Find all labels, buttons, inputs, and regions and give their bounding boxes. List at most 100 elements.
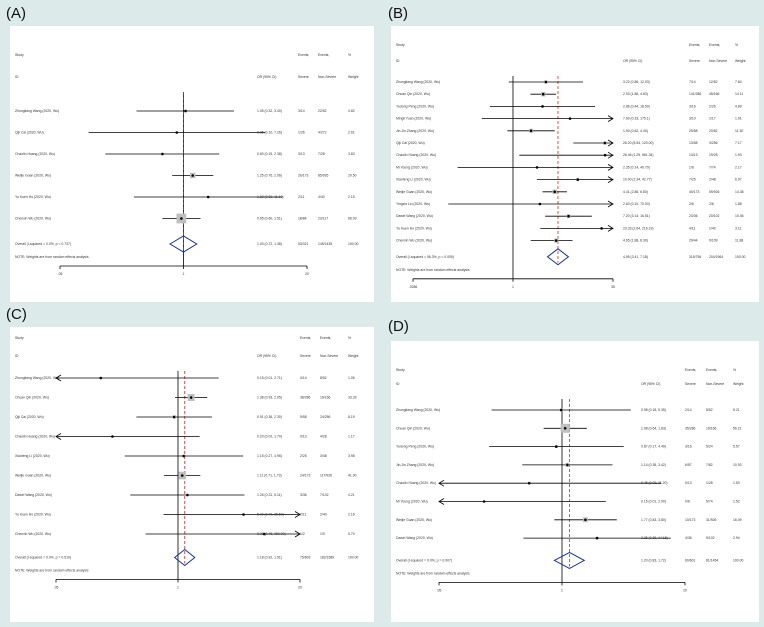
study-name: Xiaofeng Li (2020, Wu) [396, 178, 431, 182]
study-weight: 1.53 [733, 481, 740, 485]
study-name: Weijie Guan (2020, Wu) [396, 518, 432, 522]
point-estimate [482, 500, 486, 503]
study-events-nonsevere: 16/166 [320, 396, 330, 400]
study-weight: 4.82 [348, 109, 355, 113]
study-weight: 1.52 [733, 500, 740, 504]
forest-plot-panel-d: Study ID OR (95% CI) Events, Severe Events, No… [391, 341, 759, 622]
header-events-nonsevere: Events, [318, 53, 329, 57]
x-tick-label: 20 [305, 272, 309, 276]
study-name: Yu Kuen Ho (2020, Wu) [396, 226, 432, 230]
point-estimate [535, 166, 539, 169]
study-events-severe: 3/10 [689, 117, 696, 121]
study-events-nonsevere: 4/272 [318, 131, 327, 135]
point-estimate [563, 427, 567, 430]
study-events-severe: 141/286 [689, 92, 701, 96]
header-ci: OR (95% CI) [257, 354, 276, 358]
header-events-severe: Events, [689, 43, 700, 47]
study-events-severe: 29/58 [689, 129, 698, 133]
study-events-nonsevere: 24/256 [320, 415, 330, 419]
x-tick-label: 1 [512, 285, 514, 289]
header-nonsevere: Non-Severe [709, 59, 727, 63]
study-name: Weijie Guan (2020, Wu) [15, 174, 51, 178]
ci-arrow-right [607, 200, 614, 208]
header-id: ID [396, 382, 400, 386]
study-ci: 1.15 (0.27, 4.96) [257, 454, 282, 458]
header-study: Study [396, 43, 405, 47]
study-events-nonsevere: 9/109 [709, 239, 718, 243]
point-estimate [541, 105, 544, 108]
study-name: Yudong Peng (2020, Wu) [396, 445, 434, 449]
header-percent: % [735, 43, 738, 47]
study-ci: 7.60 (0.33, 175.1) [623, 117, 650, 121]
study-name: Chuan Qin (2020, Wu) [15, 396, 49, 400]
study-weight: 16.09 [733, 518, 742, 522]
study-events-nonsevere: 5/102 [706, 536, 715, 540]
panel-label-b: (B) [388, 5, 408, 22]
study-events-severe: 6/57 [685, 463, 692, 467]
point-estimate [182, 454, 185, 458]
study-weight: 4.89 [735, 104, 742, 108]
study-events-severe: 2/11 [300, 513, 306, 517]
study-ci: 1.26 (0.31, 5.11) [257, 493, 282, 497]
study-events-nonsevere: 7/74 [709, 165, 716, 169]
study-name: Mingli Yuan (2020, Wu) [396, 117, 431, 121]
overall-ci: 4.95 (3.41, 7.18) [623, 255, 648, 259]
header-percent: % [733, 368, 736, 372]
study-ci: 0.95 (0.60, 1.51) [257, 217, 282, 221]
study-name: Yu Kuen Ho (2020, Wu) [15, 513, 51, 517]
point-estimate [566, 463, 569, 467]
ci-arrow-right [607, 164, 614, 171]
study-events-nonsevere: 2/40 [320, 513, 327, 517]
study-weight: 3.83 [348, 152, 355, 156]
study-events-nonsevere: 22/52 [318, 109, 327, 113]
study-weight: 7.17 [735, 141, 742, 145]
study-weight: 33.33 [348, 396, 357, 400]
study-weight: 5.21 [733, 408, 740, 412]
study-weight: 14.11 [735, 92, 743, 96]
study-name: Dawei Wang (2020, Wu) [396, 214, 433, 218]
study-ci: 4.41 (2.86, 6.80) [623, 190, 648, 194]
study-weight: 7.84 [735, 80, 742, 84]
point-estimate [111, 435, 114, 438]
study-events-severe: 29/44 [689, 239, 698, 243]
study-ci: 2.35 (0.14, 40.70) [623, 165, 650, 169]
study-name: Dawei Wang (2020, Wu) [396, 536, 433, 540]
ci-arrow-left [438, 479, 445, 487]
study-name: Qiji Cai (2020, Wu) [15, 415, 44, 419]
study-events-nonsevere: 7/82 [706, 463, 713, 467]
study-weight: 1.91 [735, 117, 742, 121]
study-ci: 23.33 (2.64, 216.19) [623, 226, 654, 230]
point-estimate [529, 129, 533, 133]
study-weight: 2.94 [733, 536, 740, 540]
study-events-nonsevere: 4/40 [318, 195, 325, 199]
study-name: Chenxin Wu (2020, Wu) [15, 532, 51, 536]
header-ci: OR (95% CI) [641, 382, 660, 386]
study-ci: 1.14 (0.38, 3.42) [641, 463, 666, 467]
header-weight: Weight [735, 59, 746, 63]
header-severe: Severe [689, 59, 700, 63]
study-events-nonsevere: 20/102 [709, 214, 719, 218]
study-events-severe: 13/58 [689, 141, 698, 145]
study-weight: 66.09 [348, 217, 357, 221]
header-events-nonsevere: Events, [709, 43, 720, 47]
point-estimate [206, 195, 210, 199]
overall-events-severe: 60/601 [685, 558, 695, 562]
study-events-nonsevere: 8/52 [320, 376, 327, 380]
ci-arrow-right [607, 139, 614, 147]
study-name: Chaolin Huang (2020, Wu) [15, 152, 55, 156]
study-name: Chenxin Wu (2020, Wu) [396, 239, 432, 243]
study-events-nonsevere: 85/926 [318, 174, 328, 178]
x-tick-label: .05 [58, 272, 63, 276]
overall-ci: 1.20 (0.83, 1.72) [641, 558, 666, 562]
study-events-nonsevere: 7/102 [320, 493, 329, 497]
study-ci: 0.91 (0.36, 2.30) [257, 415, 282, 419]
study-ci: 26.20 (8.54, 120.00) [623, 141, 654, 145]
ci-arrow-right [294, 530, 301, 538]
overall-events-nonsevere: 81/1454 [706, 558, 718, 562]
header-events-severe: Events, [300, 336, 311, 340]
study-ci: 1.11 (0.71, 1.73) [257, 474, 282, 478]
study-weight: 10.46 [735, 214, 744, 218]
study-events-nonsevere: 117/926 [320, 474, 332, 478]
study-events-nonsevere: 3/256 [709, 141, 718, 145]
study-ci: 0.87 (0.17, 4.49) [641, 445, 666, 449]
